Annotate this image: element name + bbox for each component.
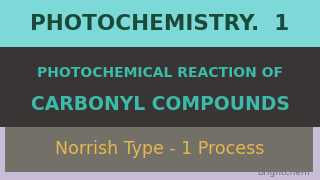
Text: Brightchem: Brightchem (257, 168, 310, 177)
FancyBboxPatch shape (0, 0, 320, 47)
Text: CARBONYL COMPOUNDS: CARBONYL COMPOUNDS (31, 95, 289, 114)
Text: Norrish Type - 1 Process: Norrish Type - 1 Process (55, 141, 265, 159)
FancyBboxPatch shape (5, 127, 313, 172)
FancyBboxPatch shape (0, 47, 320, 127)
Text: PHOTOCHEMISTRY.  1: PHOTOCHEMISTRY. 1 (30, 14, 290, 33)
Text: PHOTOCHEMICAL REACTION OF: PHOTOCHEMICAL REACTION OF (37, 66, 283, 80)
